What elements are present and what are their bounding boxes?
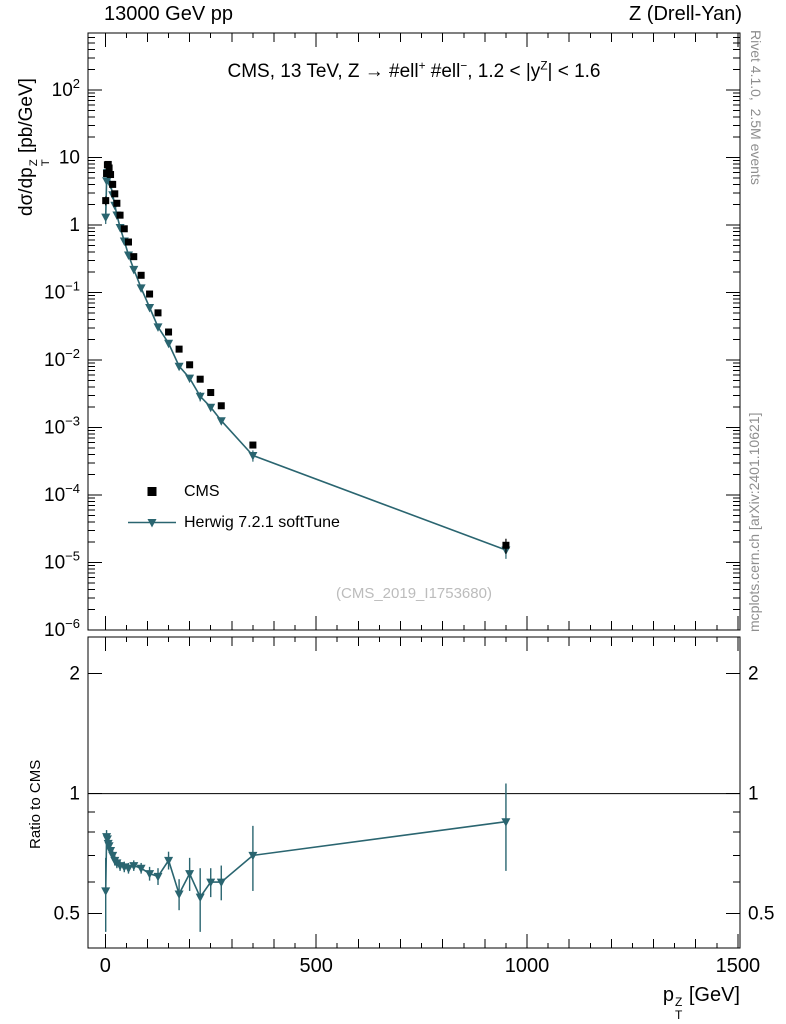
herwig-marker: [195, 392, 205, 402]
process-label: Z (Drell-Yan): [629, 3, 742, 25]
cms-marker: [105, 164, 113, 172]
ratio-marker: [248, 851, 258, 861]
cms-marker: [137, 271, 145, 279]
svg-text:10−5: 10−5: [44, 549, 80, 574]
cms-marker: [104, 160, 112, 168]
ratio-marker: [101, 887, 111, 896]
plot-title: CMS, 13 TeV, Z → #ell+ #ell−, 1.2 < |yZ|…: [227, 59, 601, 82]
ratio-marker: [164, 856, 174, 866]
herwig-marker: [145, 304, 155, 313]
herwig-marker: [164, 339, 174, 349]
main-frame: [87, 32, 741, 631]
herwig-marker: [129, 265, 139, 275]
ratio-marker: [136, 864, 146, 874]
herwig-line: [104, 171, 507, 551]
herwig-marker: [101, 213, 111, 223]
svg-text:102: 102: [52, 76, 80, 101]
legend-marker-cms: [147, 487, 157, 496]
cms-marker: [154, 309, 162, 317]
svg-text:10−6: 10−6: [44, 616, 80, 641]
cms-marker: [103, 170, 111, 178]
herwig-marker: [174, 362, 184, 372]
herwig-marker: [216, 417, 226, 426]
svg-text:10: 10: [59, 148, 80, 169]
axes: [87, 32, 741, 949]
ratio-marker: [145, 870, 155, 879]
ratio-marker: [185, 870, 195, 879]
cms-series: [102, 160, 510, 554]
ratio-marker: [106, 847, 116, 856]
ratio-marker: [102, 835, 112, 844]
cms-marker: [116, 211, 124, 219]
svg-text:2: 2: [748, 664, 759, 685]
legend-label-herwig: Herwig 7.2.1 softTune: [184, 514, 340, 531]
herwig-marker: [136, 284, 146, 293]
ratio-marker: [174, 890, 184, 899]
legend-label-cms: CMS: [184, 483, 220, 500]
cms-marker: [186, 361, 194, 369]
ratio-series: [101, 783, 511, 932]
cms-marker: [124, 238, 132, 246]
cms-marker: [130, 253, 138, 261]
ratio-marker: [129, 862, 139, 871]
mcplots-citation-note: mcplots.cern.ch [arXiv:2401.10621]: [746, 412, 762, 632]
main-y-axis-label: dσ/dp Z T [pb/GeV]: [16, 78, 53, 216]
svg-text:1: 1: [69, 784, 80, 805]
herwig-series: [101, 169, 511, 559]
svg-text:1: 1: [748, 784, 759, 805]
ratio-frame: [87, 636, 741, 949]
cms-marker: [249, 441, 257, 449]
svg-text:10−2: 10−2: [44, 346, 80, 371]
svg-text:0.5: 0.5: [748, 904, 774, 925]
ratio-y-axis-label: Ratio to CMS: [27, 759, 44, 849]
svg-text:0.5: 0.5: [54, 904, 80, 925]
cms-marker: [111, 190, 119, 198]
ratio-marker: [206, 878, 216, 888]
svg-text:500: 500: [299, 955, 332, 977]
svg-text:1000: 1000: [505, 955, 550, 977]
beam-energy-label: 13000 GeV pp: [104, 3, 233, 25]
ratio-marker: [501, 818, 511, 827]
cms-marker: [217, 402, 225, 410]
herwig-marker: [153, 323, 163, 332]
svg-text:10−3: 10−3: [44, 414, 80, 439]
analysis-id-watermark: (CMS_2019_I1753680): [336, 585, 492, 602]
rivet-version-note: Rivet 4.1.0, 2.5M events: [748, 30, 764, 185]
cms-marker: [109, 180, 117, 188]
ratio-marker: [216, 878, 226, 888]
legend-markers: [128, 487, 176, 528]
svg-text:10−1: 10−1: [44, 279, 80, 304]
ratio-marker: [153, 872, 163, 882]
svg-text:2: 2: [69, 664, 80, 685]
svg-text:1500: 1500: [716, 955, 761, 977]
tick-labels: 102 10 1 10−1 10−2 10−3 10−4 10−5 10−6 0 500 1000 15…: [44, 76, 774, 977]
cms-marker: [196, 375, 204, 383]
svg-text:1: 1: [69, 215, 80, 236]
svg-text:10−4: 10−4: [44, 481, 80, 506]
ratio-marker: [195, 893, 205, 903]
herwig-marker: [206, 403, 216, 413]
cms-marker: [102, 197, 110, 205]
svg-text:0: 0: [100, 955, 111, 977]
cms-marker: [175, 345, 183, 353]
ratio-marker: [108, 851, 118, 861]
herwig-marker: [185, 374, 195, 384]
herwig-marker: [248, 452, 258, 461]
ratio-marker: [104, 842, 114, 851]
cms-marker: [113, 199, 121, 207]
cms-marker: [502, 541, 510, 549]
ratio-marker: [124, 864, 133, 874]
cms-marker: [146, 290, 154, 298]
cms-marker: [107, 171, 115, 179]
cms-marker: [165, 328, 173, 336]
cms-marker: [120, 225, 128, 233]
cms-marker: [207, 389, 215, 397]
legend-marker-herwig: [147, 519, 157, 528]
